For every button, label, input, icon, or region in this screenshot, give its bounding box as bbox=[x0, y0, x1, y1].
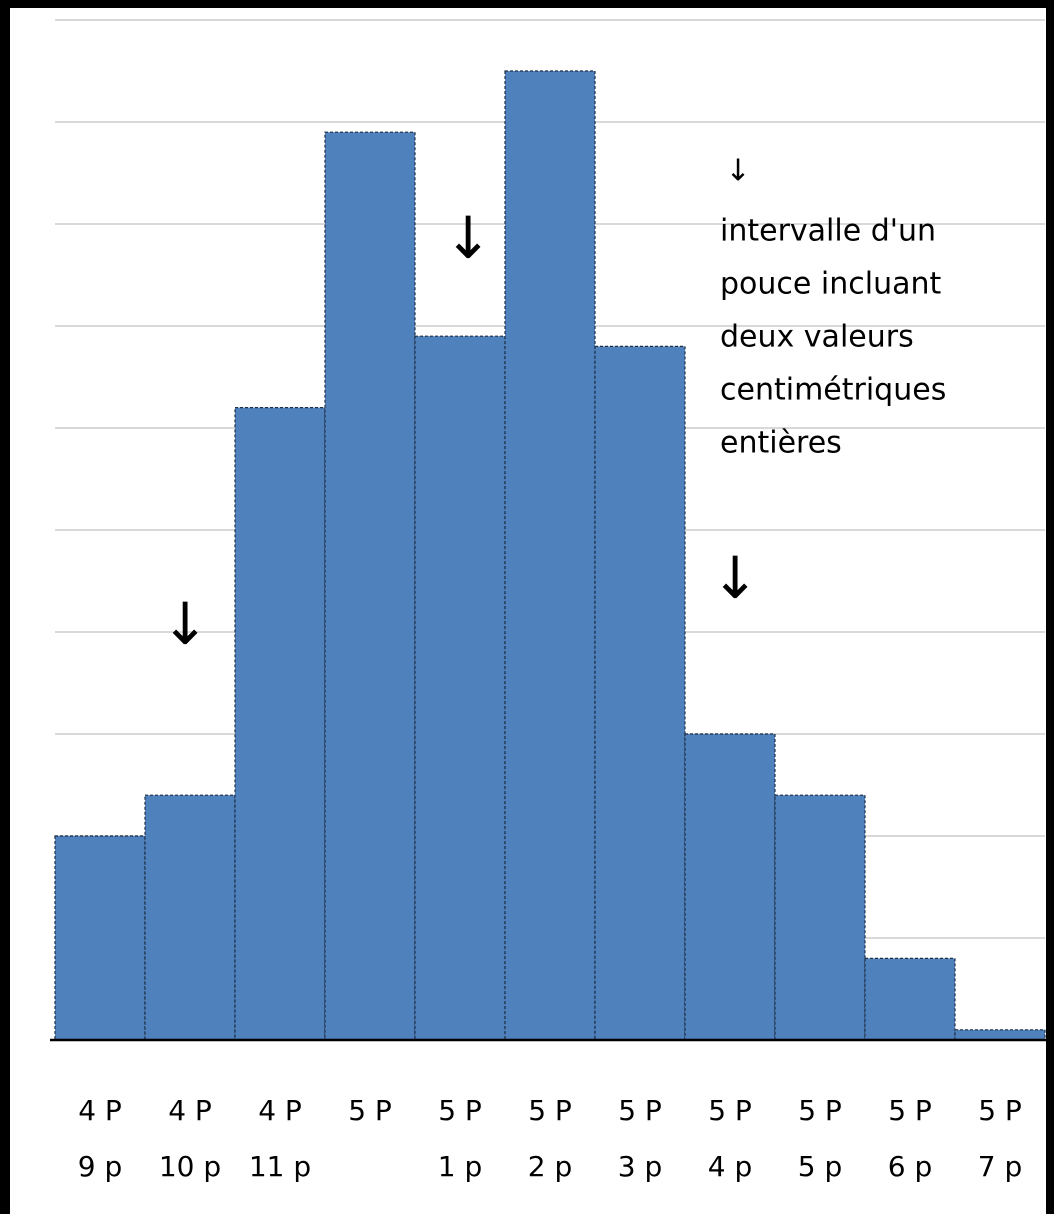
bar bbox=[54, 835, 146, 1041]
annotation-text: entières bbox=[720, 426, 842, 461]
x-tick-label: 1 p bbox=[438, 1150, 483, 1183]
x-tick-label: 6 p bbox=[888, 1150, 933, 1183]
annotation-text: centimétriques bbox=[720, 373, 946, 408]
annotation-arrow: ↓ bbox=[725, 154, 750, 189]
bar bbox=[234, 407, 326, 1041]
x-tick-label: 4 p bbox=[708, 1150, 753, 1183]
bar bbox=[414, 335, 506, 1041]
annotation-arrow: ↓ bbox=[711, 544, 760, 612]
x-tick-label: 5 p bbox=[798, 1150, 843, 1183]
annotation-text: deux valeurs bbox=[720, 320, 914, 355]
x-tick-label: 5 P bbox=[978, 1094, 1022, 1127]
x-tick-label: 3 p bbox=[618, 1150, 663, 1183]
x-tick-label: 5 P bbox=[708, 1094, 752, 1127]
bar bbox=[684, 733, 776, 1041]
x-tick-label: 4 P bbox=[258, 1094, 302, 1127]
x-tick-label: 4 P bbox=[78, 1094, 122, 1127]
bar bbox=[144, 794, 236, 1041]
annotation-text: intervalle d'un bbox=[720, 214, 936, 249]
bar bbox=[594, 345, 686, 1041]
x-tick-label: 10 p bbox=[159, 1150, 221, 1183]
x-tick-label: 11 p bbox=[249, 1150, 311, 1183]
x-tick-label: 9 p bbox=[78, 1150, 123, 1183]
x-tick-label: 5 P bbox=[618, 1094, 662, 1127]
x-tick-label: 4 P bbox=[168, 1094, 212, 1127]
bar bbox=[504, 70, 596, 1041]
bar bbox=[324, 131, 416, 1041]
bar bbox=[774, 794, 866, 1041]
bar bbox=[954, 1029, 1046, 1041]
x-tick-label: 5 P bbox=[438, 1094, 482, 1127]
x-tick-label: 5 P bbox=[798, 1094, 842, 1127]
x-tick-label: 5 P bbox=[348, 1094, 392, 1127]
x-tick-label: 2 p bbox=[528, 1150, 573, 1183]
annotation-arrow: ↓ bbox=[444, 204, 493, 272]
x-tick-label: 5 P bbox=[888, 1094, 932, 1127]
x-tick-label: 5 P bbox=[528, 1094, 572, 1127]
annotation-arrow: ↓ bbox=[161, 590, 210, 658]
bar bbox=[864, 957, 956, 1041]
annotation-text: pouce incluant bbox=[720, 267, 941, 302]
x-tick-label: 7 p bbox=[978, 1150, 1023, 1183]
